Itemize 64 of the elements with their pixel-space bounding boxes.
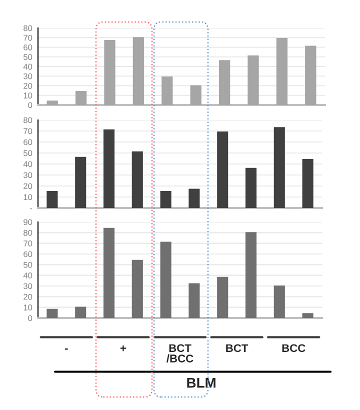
bar [302, 159, 314, 208]
bar [132, 37, 144, 105]
y-tick-label: 20 [24, 294, 32, 300]
y-tick-label: 90 [24, 219, 32, 226]
y-tick-label: 40 [23, 64, 32, 70]
bar [302, 313, 314, 318]
bar [75, 90, 87, 105]
y-tick-label: 30 [23, 73, 32, 80]
y-tick-label: 50 [24, 262, 32, 268]
bar [46, 190, 58, 208]
bar [188, 188, 200, 208]
bar [132, 260, 143, 318]
bar [190, 85, 202, 105]
y-tick-label: 50 [24, 150, 32, 156]
bar [245, 232, 257, 318]
y-tick-label: - [30, 208, 32, 210]
y-tick-label: 10 [24, 194, 32, 200]
bar [305, 46, 316, 105]
bar [103, 129, 115, 208]
y-tick-label: 20 [24, 183, 32, 190]
y-tick-label: 0 [28, 102, 32, 108]
bar [160, 190, 172, 208]
y-tick-label: 30 [23, 283, 32, 290]
text: - [64, 348, 68, 350]
y-tick-label: 20 [24, 82, 32, 89]
y-tick-label: 0 [28, 315, 32, 322]
bar [248, 55, 259, 105]
y-tick-label: 80 [24, 25, 32, 32]
bar [274, 127, 285, 208]
bar [75, 306, 86, 318]
bar [132, 151, 143, 208]
bar [162, 76, 173, 105]
text: + [120, 345, 126, 352]
bar [217, 132, 228, 208]
y-tick-label: 70 [24, 128, 32, 134]
text: BLM [187, 378, 216, 388]
bar [218, 60, 230, 105]
bar [160, 242, 172, 318]
y-tick-label: 70 [24, 240, 32, 246]
y-tick-label: 60 [24, 251, 32, 258]
bar [245, 168, 257, 208]
y-tick-label: 10 [24, 304, 32, 310]
y-tick-label: 60 [24, 139, 32, 146]
text: BCC [282, 344, 306, 352]
y-tick-label: 40 [23, 161, 32, 168]
bar [104, 40, 116, 105]
y-tick-label: 80 [24, 230, 32, 236]
bar [103, 228, 115, 318]
y-tick-label: 60 [24, 44, 32, 50]
bar [274, 285, 285, 318]
y-tick-label: 70 [24, 34, 32, 41]
bar [46, 308, 58, 318]
bar [46, 100, 58, 105]
bar [75, 156, 86, 208]
y-tick-label: 40 [23, 272, 32, 278]
text: BCT /BCC [166, 344, 194, 363]
y-tick-label: 30 [23, 172, 32, 178]
y-tick-label: 50 [24, 54, 32, 60]
text: BCT [226, 344, 248, 352]
y-tick-label: 10 [24, 92, 32, 98]
y-tick-label: 80 [24, 117, 32, 124]
bar [188, 283, 200, 318]
bar [217, 276, 228, 318]
bar [276, 38, 288, 105]
